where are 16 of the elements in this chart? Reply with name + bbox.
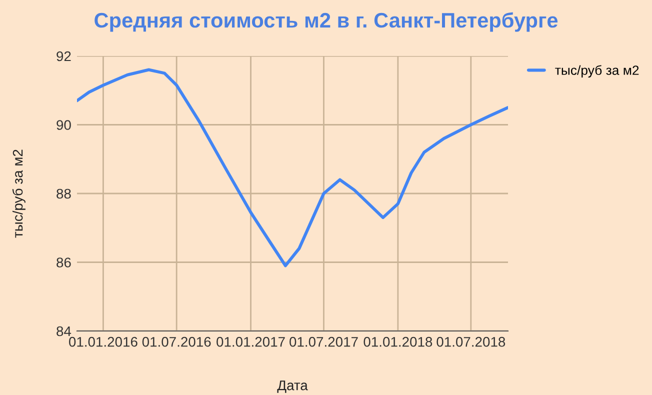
chart-title: Средняя стоимость м2 в г. Санкт-Петербурге: [94, 12, 558, 32]
y-tick-label: 84: [56, 326, 72, 336]
line-series: [77, 68, 508, 268]
y-tick-label: 90: [56, 120, 71, 130]
y-tick-label: 86: [56, 258, 71, 268]
x-tick-label: 01.07.2016: [142, 336, 211, 347]
x-tick-label: 01.07.2017: [290, 336, 358, 347]
x-tick-label: 01.07.2018: [436, 336, 506, 347]
legend-label: тыс/руб за м2: [555, 65, 639, 78]
x-tick-label: 01.01.2016: [68, 336, 138, 347]
y-tick-label: 92: [56, 51, 71, 62]
x-axis-title: Дата: [277, 380, 308, 393]
y-axis-title: тыс/руб за м2: [12, 150, 26, 238]
x-tick-label: 01.01.2017: [216, 336, 285, 347]
x-tick-label: 01.01.2018: [364, 336, 432, 347]
y-tick-label: 88: [56, 188, 71, 199]
